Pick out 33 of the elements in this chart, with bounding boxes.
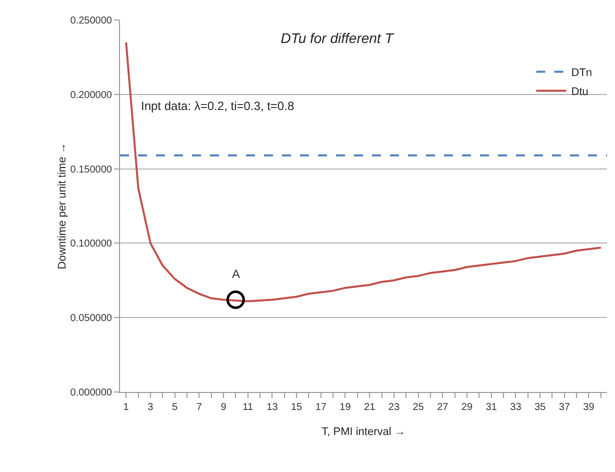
x-tick-label: 7 (196, 402, 202, 413)
x-tick-label: 9 (220, 402, 227, 413)
legend-label: Dtu (571, 86, 588, 98)
x-tick-label: 33 (510, 402, 522, 413)
legend-label: DTn (571, 66, 592, 79)
y-axis-title: Downtime per unit time → (56, 142, 68, 270)
y-tick-label: 0.050000 (70, 313, 112, 324)
x-tick-label: 25 (412, 402, 424, 413)
x-tick-label: 37 (558, 402, 570, 413)
x-tick-label: 15 (290, 402, 303, 413)
y-tick-label: 0.250000 (70, 16, 112, 26)
y-tick-label: 0.150000 (70, 164, 112, 176)
x-tick-label: 5 (172, 402, 178, 413)
x-tick-label: 1 (123, 402, 130, 413)
x-tick-label: 39 (583, 402, 595, 413)
x-tick-label: 17 (315, 402, 327, 413)
y-tick-label: 0.000000 (70, 388, 112, 398)
x-tick-label: 21 (364, 402, 376, 413)
x-tick-label: 27 (437, 402, 449, 413)
x-tick-label: 23 (388, 402, 400, 413)
x-tick-label: 19 (340, 402, 352, 413)
x-tick-label: 13 (266, 402, 278, 413)
text: DTu for different T (280, 30, 395, 46)
y-tick-label: 0.200000 (70, 90, 112, 101)
x-tick-label: 11 (242, 402, 254, 413)
x-tick-label: 31 (486, 402, 498, 413)
y-tick-label: 0.100000 (70, 238, 112, 250)
annotation: A (232, 267, 240, 281)
x-tick-label: 35 (534, 402, 546, 413)
x-tick-label: 29 (461, 402, 473, 413)
x-tick-label: 3 (148, 402, 154, 413)
x-axis-title: T, PMI interval → (322, 426, 406, 438)
annotation: Inpt data: λ=0.2, ti=0.3, t=0.8 (141, 99, 294, 113)
